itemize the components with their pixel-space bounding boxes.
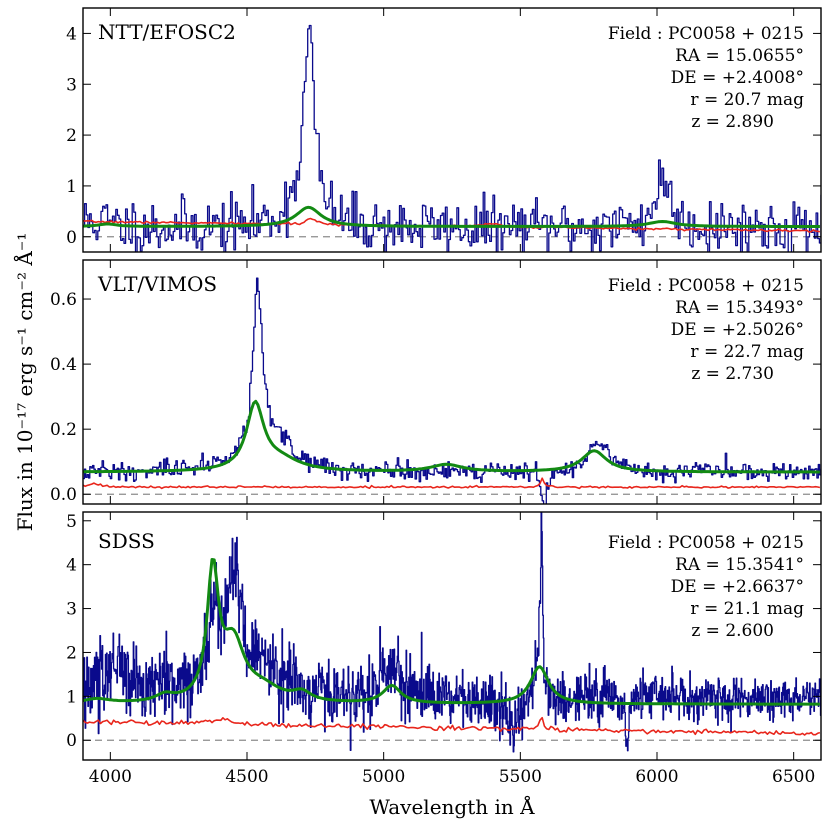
x-tick-label: 5000 xyxy=(362,767,405,787)
model-line xyxy=(83,558,820,706)
panel-ntt-efosc2: NTT/EFOSC2 Field : PC0058 + 0215 RA = 15… xyxy=(66,7,822,253)
de-label: DE = +2.5026° xyxy=(671,320,804,340)
panel-vlt-vimos: VLT/VIMOS Field : PC0058 + 0215 RA = 15.… xyxy=(50,259,822,505)
y-tick-label: 5 xyxy=(66,512,77,532)
rmag-label: r = 21.1 mag xyxy=(690,599,804,619)
ra-label: RA = 15.3541° xyxy=(675,555,804,575)
field-label: Field : PC0058 + 0215 xyxy=(608,533,804,553)
x-tick-label: 6500 xyxy=(772,767,815,787)
y-tick-label: 3 xyxy=(66,75,77,95)
redshift-label: z = 2.600 xyxy=(691,621,774,641)
y-tick-label: 1 xyxy=(66,177,77,197)
model-line xyxy=(83,205,820,228)
x-axis-label: Wavelength in Å xyxy=(369,794,535,819)
y-tick-label: 0.4 xyxy=(50,355,77,375)
y-tick-label: 1 xyxy=(66,687,77,707)
ra-label: RA = 15.3493° xyxy=(675,298,804,318)
x-tick-label: 5500 xyxy=(499,767,542,787)
model-line xyxy=(83,399,820,474)
error-line xyxy=(83,477,821,490)
x-tick-label: 4500 xyxy=(225,767,268,787)
spectrum-line xyxy=(83,512,821,753)
y-tick-label: 0.2 xyxy=(50,420,77,440)
axes-frame xyxy=(82,511,822,761)
y-tick-label: 0 xyxy=(66,731,77,751)
plot-area xyxy=(83,512,821,753)
y-tick-label: 4 xyxy=(66,556,77,576)
plot-area xyxy=(83,24,821,252)
rmag-label: r = 22.7 mag xyxy=(690,342,804,362)
y-tick-label: 2 xyxy=(66,643,77,663)
y-axis-label: Flux in 10⁻¹⁷ erg s⁻¹ cm⁻² Å⁻¹ xyxy=(12,233,37,532)
axes-frame xyxy=(82,7,822,253)
y-tick-label: 3 xyxy=(66,600,77,620)
plot-area xyxy=(83,277,821,504)
x-tick-label: 6000 xyxy=(635,767,678,787)
ra-label: RA = 15.0655° xyxy=(675,46,804,66)
panel-sdss: SDSS Field : PC0058 + 0215 RA = 15.3541°… xyxy=(66,511,822,787)
panel-title: SDSS xyxy=(98,529,155,553)
redshift-label: z = 2.730 xyxy=(691,364,774,384)
field-label: Field : PC0058 + 0215 xyxy=(608,24,804,44)
panel-title: VLT/VIMOS xyxy=(97,272,217,296)
y-tick-label: 0.6 xyxy=(50,290,77,310)
de-label: DE = +2.4008° xyxy=(671,68,804,88)
panel-title: NTT/EFOSC2 xyxy=(98,20,236,44)
axes-frame xyxy=(82,259,822,505)
field-label: Field : PC0058 + 0215 xyxy=(608,276,804,296)
de-label: DE = +2.6637° xyxy=(671,577,804,597)
error-line xyxy=(83,716,821,736)
y-tick-label: 2 xyxy=(66,126,77,146)
y-tick-label: 4 xyxy=(66,24,77,44)
x-tick-label: 4000 xyxy=(89,767,132,787)
y-tick-label: 0 xyxy=(66,228,77,248)
rmag-label: r = 20.7 mag xyxy=(690,90,804,110)
redshift-label: z = 2.890 xyxy=(691,112,774,132)
y-tick-label: 0.0 xyxy=(50,485,77,505)
